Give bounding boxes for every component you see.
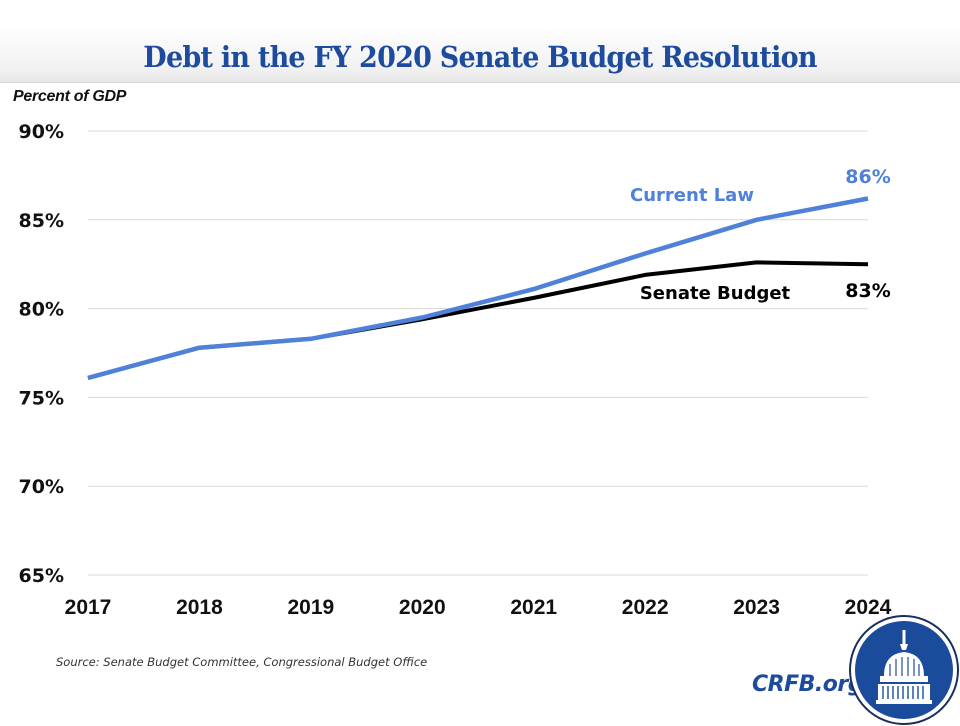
y-axis-ticks: 90% 85% 80% 75% 70% 65% xyxy=(19,121,64,587)
chart-title: Debt in the FY 2020 Senate Budget Resolu… xyxy=(143,40,817,74)
y-tick-label: 85% xyxy=(19,210,64,232)
gridlines xyxy=(88,130,868,576)
x-tick-label: 2024 xyxy=(845,596,892,619)
x-tick-label: 2019 xyxy=(287,596,334,619)
x-tick-label: 2018 xyxy=(176,596,223,619)
capitol-dome-icon xyxy=(849,615,959,725)
end-label-current-law: 86% xyxy=(845,166,890,188)
y-tick-label: 70% xyxy=(19,476,64,498)
series-labels: Current Law Senate Budget 86% 83% xyxy=(630,166,891,304)
y-tick-label: 80% xyxy=(19,299,64,321)
series-label-senate-budget: Senate Budget xyxy=(640,283,791,304)
brand-link[interactable]: CRFB.org xyxy=(752,672,863,697)
end-label-senate-budget: 83% xyxy=(845,280,890,302)
x-tick-label: 2022 xyxy=(622,596,669,619)
x-tick-label: 2021 xyxy=(510,596,557,619)
x-tick-label: 2017 xyxy=(65,596,112,619)
header-band xyxy=(0,0,960,83)
series-lines xyxy=(87,196,869,381)
y-tick-label: 65% xyxy=(19,565,64,587)
x-tick-label: 2023 xyxy=(733,596,780,619)
x-axis-ticks: 2017 2018 2019 2020 2021 2022 2023 2024 xyxy=(65,596,892,619)
series-line-senate-budget xyxy=(87,260,869,380)
series-label-current-law: Current Law xyxy=(630,185,754,206)
y-axis-title: Percent of GDP xyxy=(13,88,127,105)
y-tick-label: 75% xyxy=(19,387,64,409)
y-tick-label: 90% xyxy=(19,121,64,143)
series-line-current-law xyxy=(87,196,869,381)
x-tick-label: 2020 xyxy=(399,596,446,619)
source-note: Source: Senate Budget Committee, Congres… xyxy=(56,655,428,669)
